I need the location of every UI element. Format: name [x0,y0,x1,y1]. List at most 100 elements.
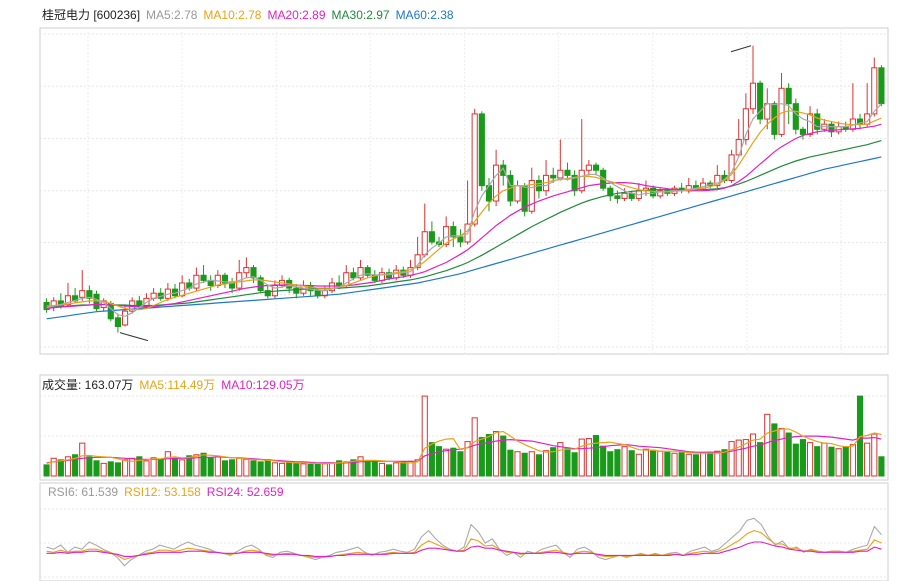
volume-bars [43,395,885,477]
candle-up [714,174,721,187]
low-marker-line [119,332,149,342]
volume-bar [207,457,214,477]
volume-bar [692,454,699,477]
volume-bar [521,452,528,477]
volume-bar [200,452,207,477]
volume-bar [300,463,307,477]
volume-bar [764,413,771,477]
candle-up [778,87,785,135]
volume-bar [179,459,186,477]
volume-bar [778,427,785,477]
legend-item: MA20:2.89 [267,8,325,22]
volume-bar [400,461,407,477]
candle-up [493,164,500,202]
rsi-line-3 [46,541,882,557]
volume-bar [64,456,72,477]
candle-up [243,267,250,274]
candle-up [871,67,878,115]
volume-bar [72,454,79,477]
volume-bar [585,438,592,477]
candle-down [200,274,207,281]
volume-bar [350,459,357,477]
candle-down [293,287,300,294]
candle-down [257,277,264,292]
volume-bar [164,451,171,477]
volume-bar [628,450,635,477]
volume-bar [485,434,493,477]
panel-frame-2 [39,374,889,481]
volume-bar [792,443,799,477]
candle-up [557,169,564,179]
volume-bar [221,460,229,477]
candle-up [578,169,585,192]
volume-bar [121,459,129,477]
volume-bar [186,455,193,477]
volume-bar [821,442,828,477]
candle-up [79,290,86,298]
volume-bar [799,439,807,477]
candle-down [771,103,778,135]
volume-bar [550,447,557,477]
volume-bar [314,462,321,477]
candle-down [350,272,357,279]
volume-bar [328,462,336,477]
legend-item: RSI24: 52.659 [207,485,284,499]
candle-up [121,310,129,326]
candle-down [592,164,600,171]
volume-bar [714,450,721,477]
legend-item: MA5:114.49万 [139,378,215,392]
axis-labels [119,45,752,342]
volume-bar [699,452,707,477]
volume-bar [157,459,164,477]
volume-bar [143,460,150,477]
volume-bar [443,448,450,477]
volume-bar [371,460,378,477]
volume-bar [707,451,714,477]
volume-bar [257,461,264,477]
volume-bar [286,461,293,477]
volume-bar [871,433,878,477]
volume-bar [642,448,650,477]
volume-bar [749,433,757,477]
volume-bar [685,453,692,477]
volume-bar [564,448,571,477]
volume-bar [835,448,842,477]
volume-bar [478,437,485,477]
volume-bar [214,456,221,477]
volume-bar [136,456,143,477]
legend-item: MA30:2.97 [332,8,390,22]
legend-item: RSI6: 61.539 [48,485,118,499]
volume-bar [728,441,735,477]
volume-bar [621,446,628,477]
candle-up [471,113,478,225]
high-marker-line [730,45,752,53]
volume-bar [250,460,257,477]
ma10-line [46,110,882,311]
candle-down [785,87,792,105]
volume-bar [100,462,107,477]
volume-bar [428,442,435,477]
legend-item: MA60:2.38 [396,8,454,22]
candle-up [585,164,592,171]
volume-bar [307,463,314,477]
legend-item: MA5:2.78 [146,8,198,22]
volume-bar [364,460,371,477]
ma20-line [46,123,882,310]
volume-bar [343,461,350,477]
volume-bar [321,463,328,477]
volume-bar [807,442,814,477]
candle-down [571,174,578,192]
candle-up [528,180,535,212]
volume-bar [271,462,278,477]
candle-up [378,272,386,281]
volume-bar [471,417,478,477]
volume-bar [814,446,821,477]
candle-down [828,123,835,133]
candle-up [357,267,364,279]
candle-down [550,174,557,179]
ma60-line [46,156,882,320]
candle-down [428,231,435,243]
volume-bar [336,460,343,477]
volume-bar [507,449,514,477]
